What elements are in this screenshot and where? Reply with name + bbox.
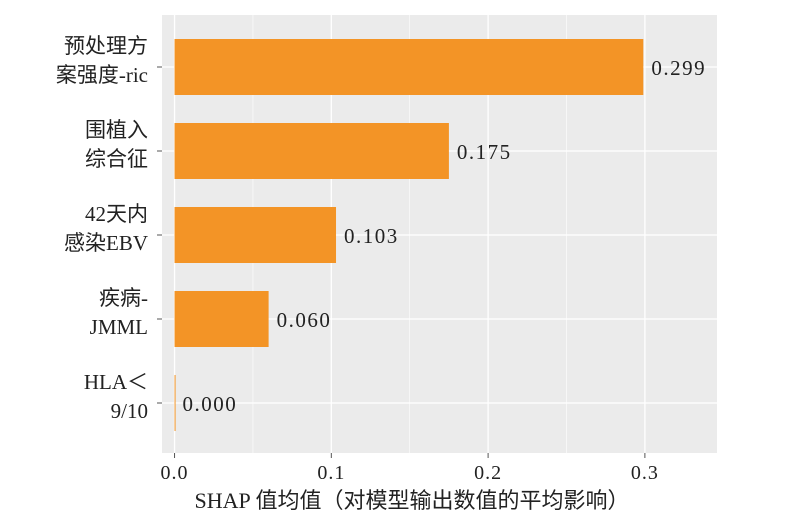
bar-value-label: 0.060	[277, 308, 332, 332]
x-axis-title: SHAP 值均值（对模型输出数值的平均影响）	[195, 488, 630, 513]
category-label: 疾病-	[99, 286, 148, 310]
x-tick-label: 0.0	[161, 462, 189, 484]
x-tick-label: 0.3	[631, 462, 659, 484]
category-label: 综合征	[85, 147, 148, 171]
bar-value-label: 0.299	[651, 56, 706, 80]
bar-layer	[174, 39, 644, 431]
bar	[174, 123, 449, 179]
category-label: 感染EBV	[64, 231, 148, 255]
bar	[174, 291, 269, 347]
category-label: 围植入	[85, 118, 148, 142]
category-label: JMML	[90, 315, 148, 339]
bar	[174, 375, 176, 431]
category-label: 42天内	[85, 202, 148, 226]
category-label: HLA＜	[84, 370, 148, 394]
category-label: 9/10	[111, 399, 148, 423]
label-layer: 0.299 0.175 0.103 0.060 0.000	[183, 56, 706, 416]
category-label: 预处理方	[64, 34, 148, 58]
bar	[174, 39, 644, 95]
bar-value-label: 0.103	[344, 224, 399, 248]
x-tick-label: 0.2	[474, 462, 502, 484]
bar-value-label: 0.000	[183, 392, 238, 416]
category-label: 案强度-ric	[56, 63, 148, 87]
bar	[174, 207, 337, 263]
x-tick-layer: 0.0 0.1 0.2 0.3	[161, 453, 659, 484]
bar-value-label: 0.175	[457, 140, 512, 164]
x-tick-label: 0.1	[317, 462, 345, 484]
